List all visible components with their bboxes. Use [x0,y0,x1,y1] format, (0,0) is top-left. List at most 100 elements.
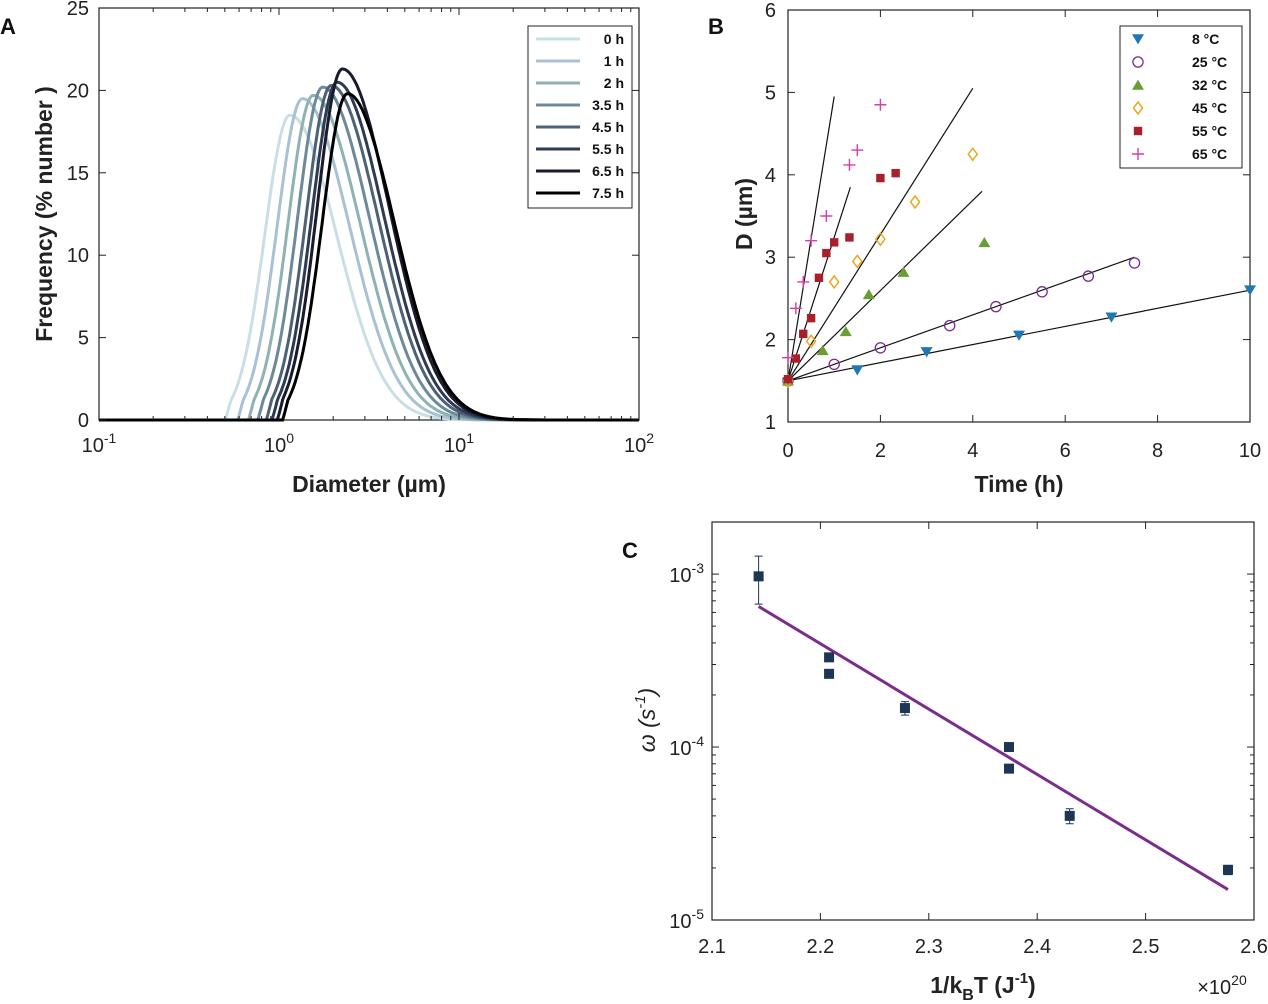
panel-a-y-axis-label: Frequency (% number ) [31,86,57,342]
legend-entry: 25 °C [1192,54,1227,70]
fit-line [787,186,851,381]
data-point [816,344,829,356]
x-tick-label: 2 [875,440,886,462]
data-point [830,238,839,247]
x-tick-label: 102 [624,430,654,457]
data-point [909,194,921,210]
data-point [797,275,810,288]
y-tick-label: 25 [67,0,89,20]
data-point [845,233,854,242]
legend-entry: 0 h [604,31,624,47]
x-tick-label: 4 [967,440,978,462]
data-point [1013,330,1025,341]
legend-entry: 6.5 h [592,163,624,179]
y-tick-label: 10-3 [669,560,704,587]
data-point [1244,285,1256,296]
y-tick-label: 2 [765,330,776,352]
data-point [783,374,793,384]
y-tick-label: 15 [67,163,89,185]
x-tick-label: 2.5 [1132,936,1160,958]
data-point [828,274,840,290]
legend-swatch [1132,100,1144,116]
data-point [874,98,887,111]
data-point [1064,810,1075,821]
panel-a-legend: 0 h 1 h 2 h 3.5 h 4.5 h 5.5 h 6.5 h 7.5 h [527,25,633,209]
legend-swatch [1132,56,1144,68]
data-point [789,302,802,315]
panel-b-x-axis-label: Time (h) [974,471,1063,497]
x-tick-label: 10-1 [82,430,117,457]
data-point [805,234,818,247]
x-tick-label: 2.3 [915,936,943,958]
data-point [806,313,816,323]
data-point [1036,286,1048,298]
legend-entry: 65 °C [1192,146,1227,162]
x-tick-label: 10 [1239,440,1261,462]
data-point [1082,270,1095,282]
fit-line [757,605,1229,891]
panel-c-label: C [622,538,638,563]
data-point [943,319,956,332]
legend-box [527,25,633,209]
data-point [851,144,864,157]
panel-c-x-multiplier: ×1020 [1197,972,1247,999]
legend-entry: 55 °C [1192,123,1227,139]
fit-line [787,87,974,382]
data-point [814,273,824,282]
panel-c-y-label-text: ω (s [634,708,660,752]
data-point [851,365,864,376]
panel-b-plot-area [787,9,1251,423]
data-point [843,158,856,171]
x-tick-label: 2.2 [806,936,834,958]
data-point [820,210,833,222]
y-tick-label: 0 [78,410,89,432]
panel-a-plot-area [98,7,640,421]
legend-entry: 5.5 h [592,141,624,157]
data-point [782,351,794,364]
y-tick-label: 3 [765,247,776,269]
y-tick-label: 10 [67,245,89,267]
legend-entry: 4.5 h [592,119,624,135]
data-point [978,236,991,248]
legend-entry: 1 h [604,53,624,69]
data-point [824,652,835,663]
legend-entry: 32 °C [1192,77,1227,93]
data-point [1105,312,1118,323]
y-tick-label: 6 [765,0,776,22]
panel-c-x-axis-label: 1/kBT (J-1) [930,970,1035,1004]
panel-c: C 2.1 2.2 2.3 2.4 2.5 2.6 10-5 10-4 10-3 ω (s-1)… [622,521,1268,1004]
y-tick-label: 4 [765,165,776,187]
series-curve [99,92,639,422]
x-tick-label: 0 [782,440,793,462]
x-tick-label: 2.1 [698,936,726,958]
panel-b-label: B [708,14,724,39]
legend-swatch [1132,79,1144,90]
x-tick-label: 2.4 [1023,936,1051,958]
data-point [874,342,887,354]
data-point [799,329,808,339]
data-point [822,248,831,258]
x-tick-label: 6 [1060,440,1071,462]
y-tick-label: 5 [765,82,776,104]
data-point [920,347,933,358]
panel-b-legend: 8 °C 25 °C 32 °C 45 °C 55 °C 65 °C [1119,25,1243,169]
x-tick-label: 101 [444,430,474,457]
y-tick-label: 5 [78,328,89,350]
legend-entry: 45 °C [1192,100,1227,116]
data-point [876,173,885,183]
data-point [805,333,817,349]
legend-box [1119,25,1243,169]
data-point [967,146,979,162]
legend-swatch [1133,126,1143,136]
data-point [1222,864,1233,875]
y-tick-label: 10-5 [669,906,704,933]
legend-entry: 2 h [604,75,624,91]
data-point [874,231,886,247]
legend-entry: 7.5 h [592,185,624,201]
panel-a-label: A [0,14,16,39]
data-point [899,703,910,714]
data-point [1004,763,1015,774]
